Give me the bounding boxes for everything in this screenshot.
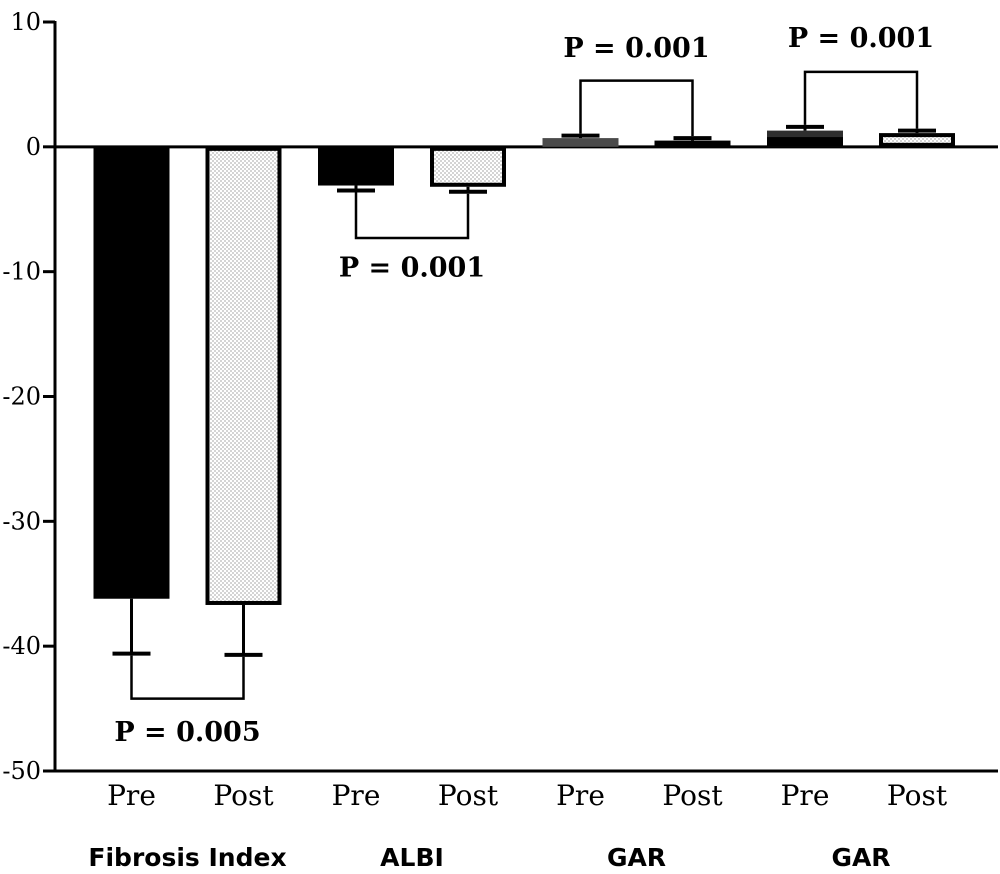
x-category-label: Pre [332,779,381,812]
y-tick-label: -20 [2,383,41,411]
y-tick-label: 10 [10,8,41,36]
labels: Pre Post Pre Post Pre Post Pre Post Fibrosis Ind… [88,779,947,872]
x-category-label: Post [662,779,723,812]
bars [93,124,955,657]
x-category-label: Pre [556,779,605,812]
group-label: Fibrosis Index [88,843,286,872]
y-tick-label: 0 [26,133,41,161]
group-label: GAR [831,843,890,872]
y-tick-label: -40 [2,632,41,660]
comparison-annotations: P = 0.005 P = 0.001 P = 0.001 P = 0.001 [114,23,934,748]
group-label: ALBI [380,843,444,872]
p-value-label: P = 0.001 [788,23,934,54]
y-tick-label: -30 [2,507,41,535]
x-category-label: Post [887,779,948,812]
y-tick-label: -50 [2,757,41,785]
x-category-label: Pre [107,779,156,812]
bar [318,146,394,186]
p-value-label: P = 0.005 [114,717,260,748]
comparison-bracket [354,192,470,240]
bar [205,146,282,605]
bar [542,138,619,147]
bar [879,133,955,147]
x-category-label: Pre [781,779,830,812]
comparison-bracket [130,655,245,700]
bar [93,146,170,599]
bar [430,146,506,187]
p-value-label: P = 0.001 [339,253,485,284]
x-category-label: Post [213,779,274,812]
p-value-label: P = 0.001 [563,33,709,64]
x-category-label: Post [438,779,499,812]
bar [654,140,731,147]
group-label: GAR [607,843,666,872]
comparison-bracket [803,70,919,129]
y-tick-label: -10 [2,258,41,286]
comparison-bracket [579,79,694,137]
bar-core [767,137,843,147]
